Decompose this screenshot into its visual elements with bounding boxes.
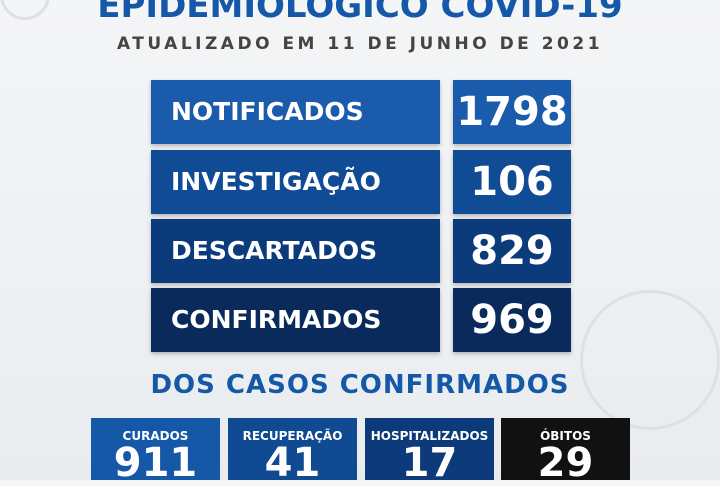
- stat-label: DESCARTADOS: [151, 219, 440, 283]
- box-label: HOSPITALIZADOS: [370, 429, 489, 443]
- virus-decoration-icon: [580, 290, 720, 430]
- stat-value: 829: [453, 219, 571, 283]
- box-hospitalizados: HOSPITALIZADOS 17: [365, 418, 494, 486]
- stat-label: NOTIFICADOS: [151, 80, 440, 144]
- stat-value: 1798: [453, 80, 571, 144]
- box-value: 29: [537, 440, 594, 486]
- box-label: ÓBITOS: [540, 429, 591, 443]
- stat-row-descartados: DESCARTADOS 829: [151, 219, 571, 283]
- page-subtitle: ATUALIZADO EM 11 DE JUNHO DE 2021: [116, 34, 604, 54]
- stat-row-confirmados: CONFIRMADOS 969: [151, 288, 571, 352]
- box-curados: CURADOS 911: [91, 418, 220, 486]
- box-value: 17: [401, 440, 458, 486]
- box-label: CURADOS: [122, 429, 189, 443]
- stat-label: INVESTIGAÇÃO: [151, 150, 440, 214]
- box-recuperacao: RECUPERAÇÃO 41: [228, 418, 357, 486]
- page-title: EPIDEMIOLÓGICO COVID-19: [97, 0, 623, 26]
- box-label: RECUPERAÇÃO: [242, 429, 343, 443]
- stat-value: 969: [453, 288, 571, 352]
- section-title: DOS CASOS CONFIRMADOS: [150, 370, 570, 400]
- stat-row-investigacao: INVESTIGAÇÃO 106: [151, 150, 571, 214]
- box-value: 41: [264, 440, 321, 486]
- box-obitos: ÓBITOS 29: [501, 418, 630, 486]
- stat-label: CONFIRMADOS: [151, 288, 440, 352]
- box-value: 911: [113, 440, 198, 486]
- stat-row-notificados: NOTIFICADOS 1798: [151, 80, 571, 144]
- stat-value: 106: [453, 150, 571, 214]
